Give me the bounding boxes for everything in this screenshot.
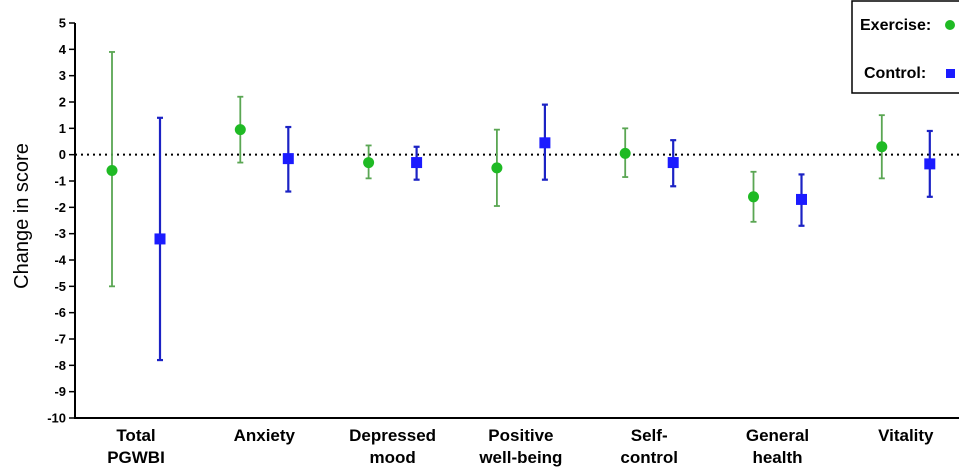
y-tick-label: -8 <box>54 358 66 373</box>
control-point <box>282 153 294 165</box>
data-marks <box>106 51 936 362</box>
y-tick-label: 0 <box>59 147 66 162</box>
legend-control-marker <box>946 69 955 78</box>
y-tick-label: -5 <box>54 279 66 294</box>
control-point <box>154 233 166 245</box>
exercise-point <box>363 157 375 169</box>
y-tick-label: -9 <box>54 384 66 399</box>
control-point <box>796 193 807 205</box>
control-point <box>667 157 679 169</box>
exercise-point <box>106 164 118 176</box>
category-label: well-being <box>478 448 562 467</box>
y-tick-group: 5 4 3 2 1 0 -1 -2 -3 -4 -5 -6 -7 -8 -9 -10 <box>47 16 75 426</box>
legend-control-label: Control: <box>864 65 926 82</box>
y-tick-label: -3 <box>54 226 66 241</box>
y-tick-label: 5 <box>59 16 66 31</box>
y-tick-label: -4 <box>54 253 66 268</box>
y-axis-label: Change in score <box>11 143 33 289</box>
y-tick-label: 2 <box>59 95 66 110</box>
y-tick-label: 3 <box>59 68 66 83</box>
y-tick-label: -2 <box>54 200 66 215</box>
exercise-point <box>876 141 888 153</box>
category-label: health <box>752 448 802 467</box>
legend-exercise-marker <box>945 20 955 30</box>
category-label: Depressed <box>349 426 436 445</box>
y-tick-label: -1 <box>54 174 66 189</box>
control-point <box>924 158 936 170</box>
category-label: Vitality <box>878 426 934 445</box>
control-point <box>411 157 423 169</box>
legend-exercise-label: Exercise: <box>860 17 931 34</box>
y-tick-label: -10 <box>47 411 66 426</box>
control-point <box>539 137 551 149</box>
exercise-point <box>748 191 759 203</box>
category-label: Anxiety <box>234 426 296 445</box>
legend-box <box>851 0 959 94</box>
y-tick-label: -7 <box>54 332 66 347</box>
y-tick-label: 4 <box>59 42 67 57</box>
category-labels: Total PGWBI Anxiety Depressed mood Positive we… <box>107 426 934 467</box>
category-label: Self- <box>631 426 668 445</box>
y-tick-label: -6 <box>54 305 66 320</box>
category-label: PGWBI <box>107 448 165 467</box>
category-label: control <box>620 448 678 467</box>
category-label: Positive <box>488 426 553 445</box>
category-label: mood <box>369 448 415 467</box>
category-label: General <box>746 426 809 445</box>
exercise-point <box>234 124 246 136</box>
y-tick-label: 1 <box>59 121 66 136</box>
category-label: Total <box>116 426 155 445</box>
legend: Exercise: Control: <box>851 0 959 94</box>
exercise-point <box>619 147 631 159</box>
exercise-point <box>491 162 503 174</box>
